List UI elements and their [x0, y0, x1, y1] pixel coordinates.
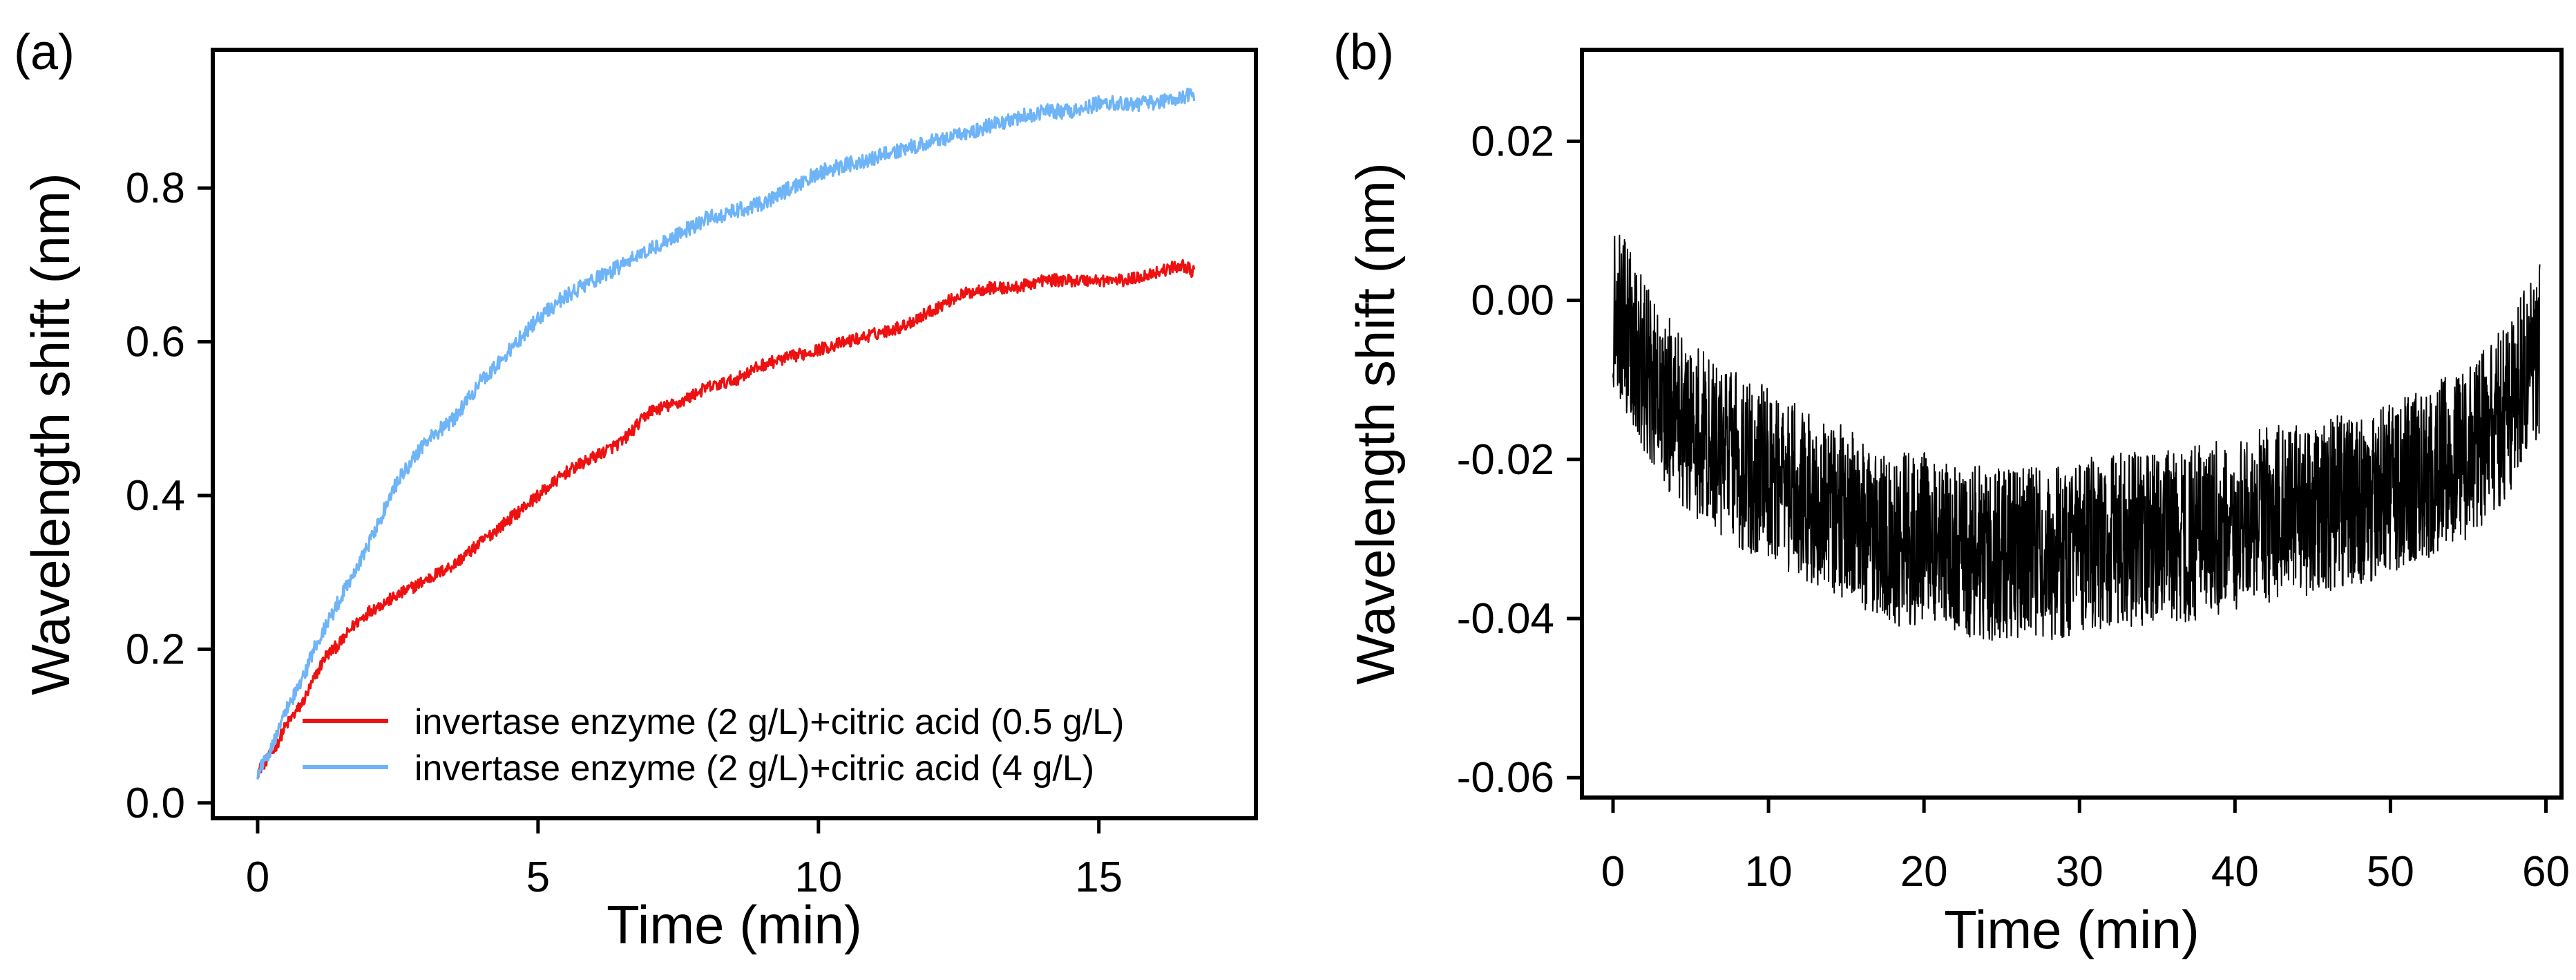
y-tick-label: 0.4	[126, 472, 185, 520]
x-tick-label: 0	[1601, 848, 1625, 896]
chart-b-x-axis-title: Time (min)	[1944, 899, 2200, 960]
x-tick-label: 10	[1745, 848, 1793, 896]
y-tick-label: -0.02	[1457, 436, 1554, 484]
x-tick-label: 10	[794, 854, 842, 901]
chart-a-plot-area	[256, 87, 1196, 780]
series-line-1	[1612, 234, 2541, 641]
x-tick-label: 40	[2211, 848, 2259, 896]
x-tick-label: 15	[1075, 854, 1123, 901]
x-tick-label: 0	[246, 854, 269, 901]
chart-b-frame	[1580, 48, 2564, 800]
y-tick-label: 0.8	[126, 164, 185, 212]
chart-b-plot-area	[1612, 234, 2541, 641]
x-tick-label: 5	[526, 854, 550, 901]
x-tick-label: 60	[2522, 848, 2570, 896]
chart-a-y-axis-title: Wavelength shift (nm)	[20, 173, 81, 695]
panel-b-label: (b)	[1333, 25, 1394, 80]
x-tick-label: 20	[1900, 848, 1948, 896]
y-tick-label: -0.04	[1457, 595, 1554, 643]
chart-a-y-axis: 0.0 0.2 0.4 0.6 0.8	[126, 164, 213, 827]
chart-a-x-axis-title: Time (min)	[607, 894, 862, 955]
chart-a-legend: invertase enzyme (2 g/L)+citric acid (0.…	[303, 702, 1124, 789]
chart-a: (a) 0 5 10 15 0.0 0.2 0.4 0.6 0.8 Time (min) Wa…	[14, 25, 1258, 955]
legend-label-blue: invertase enzyme (2 g/L)+citric acid (4 …	[414, 748, 1094, 789]
panel-a-label: (a)	[14, 25, 75, 80]
y-tick-label: 0.02	[1471, 117, 1554, 165]
chart-a-frame	[211, 48, 1258, 820]
series-line-1	[256, 258, 1196, 779]
legend-label-red: invertase enzyme (2 g/L)+citric acid (0.…	[414, 702, 1124, 742]
y-tick-label: -0.06	[1457, 754, 1554, 802]
y-tick-label: 0.6	[126, 319, 185, 366]
y-tick-label: 0.2	[126, 625, 185, 673]
chart-b-x-axis: 0 10 20 30 40 50 60	[1601, 798, 2570, 896]
chart-b-y-axis-title: Wavelength shift (nm)	[1345, 162, 1406, 685]
x-tick-label: 50	[2367, 848, 2414, 896]
y-tick-label: 0.0	[126, 780, 185, 827]
chart-b: (b) 0 10 20 30 40 50 60 0.02 0.00 -0.02 -0.04 -0.0…	[1333, 25, 2570, 960]
x-tick-label: 30	[2056, 848, 2103, 896]
series-line-2	[256, 87, 1196, 780]
chart-a-x-axis: 0 5 10 15	[246, 818, 1123, 901]
chart-b-y-axis: 0.02 0.00 -0.02 -0.04 -0.06	[1457, 117, 1582, 802]
y-tick-label: 0.00	[1471, 277, 1554, 325]
